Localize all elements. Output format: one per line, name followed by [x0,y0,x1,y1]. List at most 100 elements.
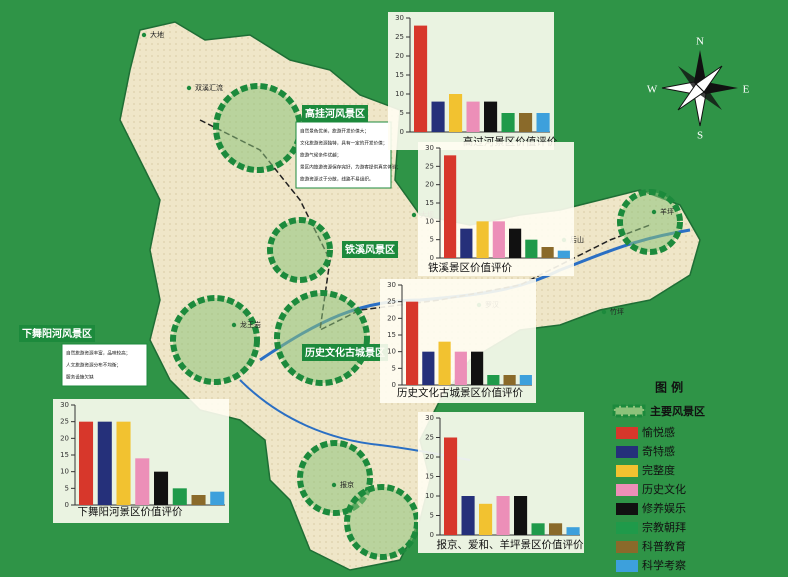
place-dot [231,322,237,328]
legend-swatch [616,522,638,534]
note-box [295,121,392,189]
place-dot [141,32,147,38]
place-label: 后山 [570,235,584,244]
y-tick-label: 5 [400,109,404,117]
y-tick-label: 25 [425,162,434,170]
bar [135,458,150,505]
compass-s: S [697,130,703,142]
legend-zone-label: 主要风景区 [650,404,705,418]
place-label: 竹坪 [610,307,624,316]
bar [431,101,445,132]
y-tick-label: 30 [387,281,396,289]
bar [444,437,458,535]
chart-title: 铁溪景区价值评价 [428,261,512,274]
compass-needle [700,82,738,94]
y-tick-label: 5 [430,512,434,520]
compass: N S W E [647,36,750,142]
bar [503,375,516,385]
place-label: 双溪汇流 [195,83,223,92]
bar [514,496,528,535]
legend-label: 历史文化 [642,482,686,496]
scenic-area-ring [267,217,333,283]
place-dot [601,309,607,315]
compass-needle [694,50,706,88]
bar [476,221,489,258]
y-tick-label: 15 [387,331,396,339]
y-tick-label: 30 [395,14,404,22]
y-tick-label: 5 [65,484,69,492]
y-tick-label: 20 [395,52,404,60]
y-tick-label: 25 [387,298,396,306]
note-text: 服务设施欠缺 [66,374,94,381]
bar [460,228,473,258]
y-tick-label: 30 [425,144,434,152]
y-tick-label: 0 [430,531,434,539]
legend-zone-swatch [612,404,646,418]
scenic-area-ring [274,290,370,386]
y-tick-label: 10 [425,217,434,225]
legend-swatch [616,503,638,515]
y-tick-label: 0 [65,501,69,509]
compass-n: N [696,36,704,48]
bar [210,491,225,505]
legend-label: 科学考察 [642,558,686,572]
bar [116,421,131,505]
y-tick-label: 15 [395,71,404,79]
bar [531,523,545,535]
bar [172,488,187,505]
place-label: 羊坪 [660,207,674,216]
bar [519,113,533,132]
bar [509,228,522,258]
zone-label-bg [342,241,398,258]
bar [461,496,475,535]
bar [414,25,428,133]
y-tick-label: 0 [430,254,434,262]
legend-swatch [616,541,638,553]
y-tick-label: 10 [395,90,404,98]
zone-label: 下舞阳河风景区 [22,327,92,340]
place-dot [411,212,417,218]
y-tick-label: 10 [425,492,434,500]
zone-label-bg [302,344,388,361]
place-dot [186,85,192,91]
legend-swatch [616,427,638,439]
bar [501,113,515,132]
scenic-area-ring [170,295,260,385]
note-box [61,343,148,387]
y-tick-label: 25 [425,434,434,442]
chart-title: 报京、爱和、羊坪景区价值评价 [437,538,584,551]
legend-label: 科普教育 [642,539,686,553]
legend-label: 奇特感 [642,444,675,458]
legend-label: 修养娱乐 [642,501,686,515]
bar [549,523,563,535]
place-label: 报京 [340,480,354,489]
y-tick-label: 20 [425,181,434,189]
note-text: 旅游资源过于分散，线路不易组织。 [300,176,374,183]
bar [519,375,532,385]
zone-label: 历史文化古城景区 [305,346,385,359]
zone-label: 高挂河风景区 [305,107,365,120]
y-tick-label: 15 [60,451,69,459]
bar [191,495,206,505]
chart-title: 历史文化古城景区价值评价 [397,386,523,399]
compass-needle [677,83,705,111]
bar [454,351,467,385]
y-tick-label: 25 [395,33,404,41]
legend-label: 宗教朝拜 [642,520,686,534]
y-tick-label: 10 [60,468,69,476]
legend-title: 图 例 [655,380,683,395]
y-tick-label: 30 [60,401,69,409]
bar [496,496,510,535]
bar [536,113,550,132]
note-text: 自然景色优美，旅游开发价值大； [300,128,369,135]
note-text: 人文旅游资源分布不均衡； [66,362,121,369]
chart-title: 下舞阳河景区价值评价 [78,505,183,518]
y-tick-label: 15 [425,473,434,481]
legend-swatch [616,465,638,477]
y-tick-label: 30 [425,414,434,422]
bar [449,94,463,132]
bar [525,239,538,258]
y-tick-label: 20 [425,453,434,461]
